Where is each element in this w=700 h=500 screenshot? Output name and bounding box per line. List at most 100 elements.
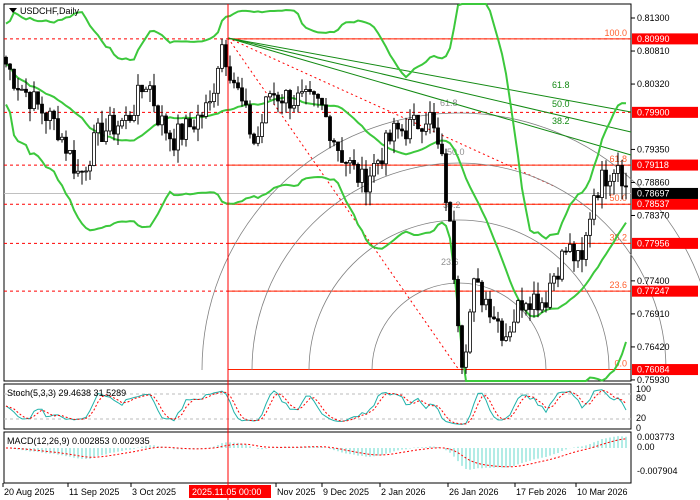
fib-fan-line [227, 37, 632, 156]
candle-body [240, 87, 244, 102]
candle-body [568, 243, 572, 252]
macd-axis-label: 0.00 [637, 442, 655, 452]
candle-body [604, 169, 608, 187]
candle-body [348, 160, 352, 164]
candle-body [540, 302, 544, 311]
price-tick-label: 0.75930 [637, 375, 670, 385]
time-axis-label: 17 Feb 2026 [516, 487, 567, 497]
candle-body [624, 185, 628, 188]
candle-body [64, 136, 68, 154]
candle-body [236, 82, 240, 89]
stoch-axis-label: 100 [636, 384, 651, 394]
candle-body [212, 92, 216, 102]
stoch-signal-line [5, 389, 627, 425]
candle-body [144, 88, 148, 93]
candle-body [24, 88, 28, 93]
candle-body [44, 112, 48, 121]
time-axis-label: 11 Sep 2025 [69, 487, 119, 497]
candle-body [296, 92, 300, 106]
candle-body [584, 234, 588, 260]
fib-level-label: 50.0 [609, 193, 627, 203]
candle-body [620, 165, 624, 187]
stoch-main-line [5, 389, 627, 425]
price-level-box [632, 106, 698, 118]
candle-body [304, 89, 308, 92]
candle-body [340, 150, 344, 163]
candle-body [284, 90, 288, 104]
candle-body [124, 114, 128, 121]
candle-body [492, 316, 496, 320]
candle-body [412, 114, 416, 120]
candle-body [608, 180, 612, 187]
trend-line [227, 37, 557, 188]
candle-body [176, 123, 180, 151]
candle-body [312, 91, 316, 95]
fib-level-label: 100.0 [604, 28, 627, 38]
candle-body [520, 300, 524, 311]
candle-body [164, 115, 168, 134]
candle-body [352, 160, 356, 165]
candle-body [208, 101, 212, 104]
candle-body [496, 318, 500, 322]
candle-body [268, 93, 272, 98]
candle-body [220, 44, 224, 69]
candle-body [108, 114, 112, 132]
price-level-label: 0.79900 [637, 107, 670, 117]
price-level-label: 0.77956 [637, 238, 670, 248]
macd-signal-line [5, 438, 627, 468]
candle-body [168, 132, 172, 140]
candle-body [460, 325, 464, 368]
candle-body [516, 300, 520, 323]
candle-body [228, 66, 232, 81]
candle-body [16, 88, 20, 91]
candle-body [392, 122, 396, 142]
candle-body [288, 90, 292, 109]
candle-body [4, 56, 8, 65]
candle-body [336, 141, 340, 151]
dropdown-triangle-icon[interactable] [9, 8, 17, 13]
candle-body [156, 105, 160, 126]
price-tick-label: 0.79350 [637, 144, 670, 154]
candle-body [476, 278, 480, 283]
candle-body [264, 96, 268, 124]
price-level-box [632, 159, 698, 171]
candle-body [68, 149, 72, 154]
candle-body [572, 243, 576, 262]
price-tick-label: 0.80320 [637, 79, 670, 89]
fib-arc-label: 61.8 [440, 98, 458, 108]
candle-body [88, 165, 92, 172]
candle-body [248, 104, 252, 135]
candle-body [612, 173, 616, 182]
stochastic-label: Stoch(5,3,3) 29.4638 31.5289 [7, 388, 126, 398]
candle-body [96, 122, 100, 134]
time-axis-label: 2 Jan 2026 [381, 487, 426, 497]
candle-body [556, 275, 560, 280]
macd-axis-label: 0.003773 [637, 432, 675, 442]
candle-body [32, 91, 36, 110]
candle-body [224, 44, 228, 68]
time-axis-label: 26 Jan 2026 [449, 487, 499, 497]
candle-body [592, 195, 596, 220]
candle-body [300, 91, 304, 94]
fib-arc [201, 112, 700, 371]
main-price-panel[interactable] [3, 3, 632, 382]
stoch-axis-label: 0 [636, 423, 641, 433]
candle-body [152, 85, 156, 107]
candle-body [328, 116, 332, 141]
candle-body [112, 114, 116, 135]
candle-body [244, 100, 248, 106]
candle-body [576, 250, 580, 262]
candle-body [364, 168, 368, 193]
candle-body [332, 140, 336, 143]
price-level-label: 0.80990 [637, 34, 670, 44]
candle-body [440, 143, 444, 155]
candle-body [276, 94, 280, 102]
candle-body [360, 168, 364, 183]
candle-body [104, 130, 108, 142]
candle-body [132, 114, 136, 121]
candle-body [544, 302, 548, 308]
candle-body [216, 67, 220, 94]
candle-body [388, 132, 392, 142]
candle-body [500, 320, 504, 341]
